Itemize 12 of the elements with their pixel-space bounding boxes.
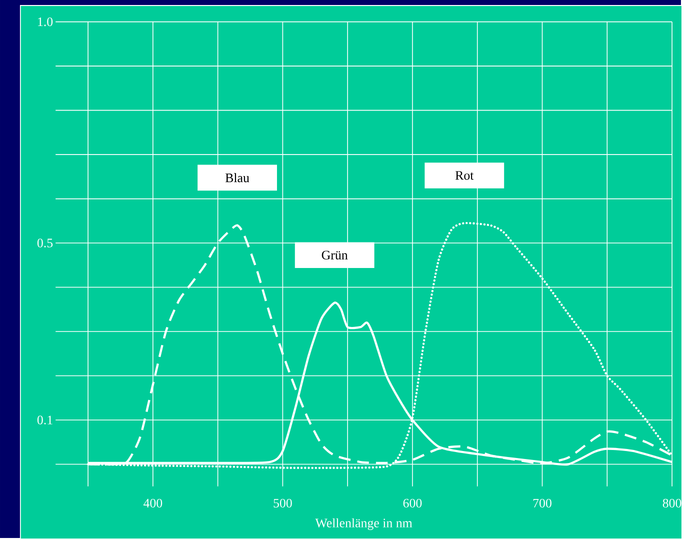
text: Rot — [455, 170, 474, 180]
y-tick-label: 1.0 — [38, 17, 53, 26]
y-tick-label: 0.5 — [37, 238, 53, 248]
text: Grün — [322, 250, 348, 260]
text: Blau — [225, 172, 250, 182]
x-tick-label: 400 — [143, 498, 162, 508]
y-tick-label: 0.1 — [37, 415, 52, 424]
x-tick-label: 700 — [533, 498, 552, 508]
x-tick-label: 800 — [662, 498, 682, 508]
x-tick-label: 500 — [274, 498, 292, 508]
x-tick-label: 600 — [403, 498, 422, 508]
x-axis-title: Wellenlänge in nm — [315, 518, 412, 530]
